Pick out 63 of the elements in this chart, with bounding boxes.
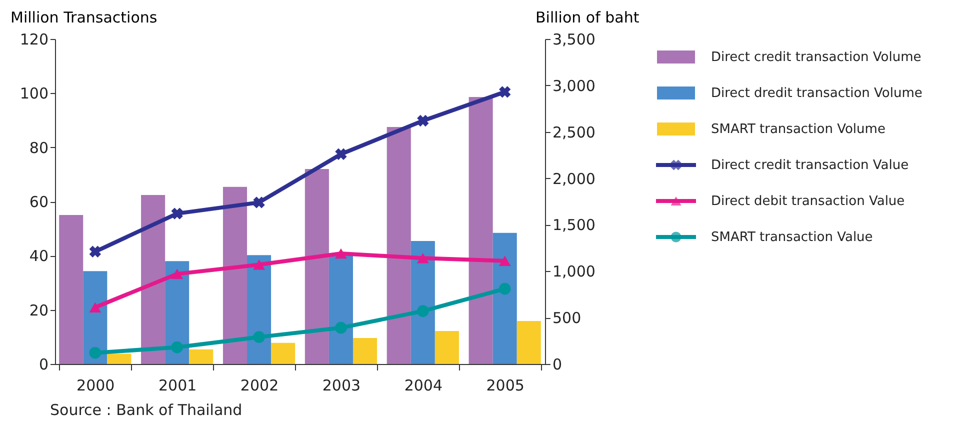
- point: [498, 282, 511, 295]
- y-axis-title: Million Transactions: [10, 8, 158, 26]
- point: [416, 305, 429, 317]
- y-tick-label: 120: [20, 30, 48, 48]
- point: [335, 248, 347, 259]
- y2-tick-label: 1,000: [552, 262, 596, 281]
- point: [89, 246, 102, 258]
- legend-label: Direct credit transaction Value: [711, 158, 909, 173]
- bar: [352, 338, 378, 364]
- point: [253, 331, 265, 343]
- y2-tick-label: 1,500: [552, 216, 596, 234]
- bar: [328, 255, 353, 364]
- bar: [107, 354, 132, 364]
- point: [253, 260, 265, 270]
- x-tick-label: 2000: [76, 376, 115, 394]
- point: [171, 268, 184, 280]
- bar: [386, 127, 411, 364]
- point: [335, 322, 347, 334]
- point: [417, 114, 429, 127]
- legend-label: Direct credit transaction Volume: [711, 50, 922, 65]
- y2-tick-label: 2,000: [552, 170, 596, 188]
- point: [89, 346, 102, 359]
- point: [498, 86, 511, 98]
- y-tick-label: 20: [29, 301, 48, 320]
- y2-tick-label: 500: [552, 309, 582, 328]
- y-tick-label: 40: [29, 247, 48, 266]
- bar: [492, 232, 517, 364]
- bar: [271, 342, 296, 364]
- legend-label: Direct dredit transaction Volume: [711, 86, 922, 101]
- x-tick-label: 2002: [240, 376, 279, 394]
- bar: [59, 215, 84, 364]
- bar: [410, 241, 435, 364]
- y-tick-label: 100: [20, 84, 48, 103]
- x-tick-label: 2001: [158, 376, 197, 394]
- y-tick-label: 80: [29, 138, 48, 157]
- point: [335, 148, 347, 160]
- bar: [304, 169, 329, 364]
- point: [89, 302, 102, 312]
- y2-tick-label: 3,500: [552, 30, 596, 48]
- bar: [468, 96, 493, 364]
- point: [171, 341, 184, 354]
- bar: [141, 195, 166, 364]
- x-tick-label: 2004: [404, 376, 443, 394]
- x-tick-label: 2005: [486, 376, 524, 394]
- point: [498, 256, 511, 266]
- source-note: Source : Bank of Thailand: [50, 401, 242, 419]
- y2-axis-title: Billion of baht: [536, 8, 640, 26]
- point: [416, 253, 429, 264]
- bar: [222, 186, 248, 364]
- y-tick-label: 60: [29, 193, 48, 211]
- y-tick-label: 0: [38, 356, 48, 374]
- point: [171, 208, 183, 220]
- y2-tick-label: 0: [552, 356, 562, 374]
- y2-tick-label: 3,000: [552, 76, 596, 95]
- legend-label: SMART transaction Value: [711, 230, 873, 245]
- y2-tick-label: 2,500: [552, 123, 596, 142]
- bar: [516, 320, 541, 364]
- bar: [189, 349, 214, 364]
- bar: [434, 330, 459, 364]
- x-tick-label: 2003: [322, 376, 361, 394]
- legend-label: Direct debit transaction Value: [711, 194, 905, 209]
- legend-label: SMART transaction Volume: [711, 122, 886, 137]
- point: [253, 196, 265, 208]
